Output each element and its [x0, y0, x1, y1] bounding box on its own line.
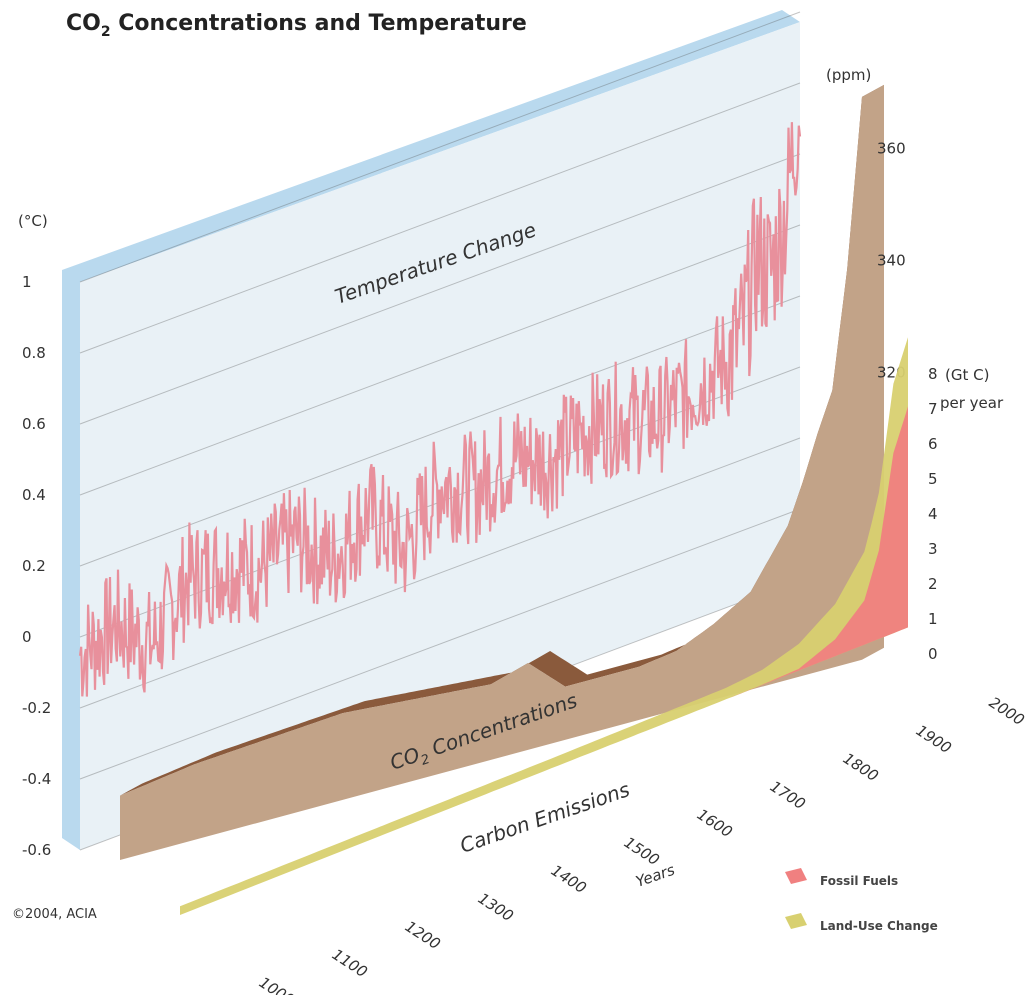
x-tick-label: 2000 [986, 693, 1028, 729]
co2-tick-label: 340 [877, 252, 906, 270]
copyright-credit: ©2004, ACIA [12, 907, 97, 922]
temperature-panel-face [80, 22, 800, 850]
x-tick-label: 1600 [694, 805, 736, 841]
x-tick-label: 1500 [621, 833, 663, 869]
emissions-tick-label: 3 [928, 540, 938, 558]
emissions-tick-label: 6 [928, 435, 938, 453]
temperature-gridline [79, 508, 801, 780]
x-tick-label: 1900 [913, 721, 955, 757]
fossil-fuels-series-area [726, 406, 908, 700]
emissions-tick-label: 8 [928, 365, 938, 383]
temperature-tick-label: 0 [22, 628, 32, 646]
legend-label-fossil-fuels: Fossil Fuels [820, 874, 898, 888]
temperature-series-line [78, 122, 802, 697]
temperature-y-ticks: 1 0.8 0.6 0.4 0.2 0 -0.2 -0.4 -0.6 [22, 273, 51, 859]
temperature-tick-label: 1 [22, 273, 32, 291]
x-axis-label: Years [633, 861, 677, 891]
emissions-tick-label: 1 [928, 610, 938, 628]
x-tick-label: 1000 [256, 973, 298, 995]
temperature-gridline [79, 295, 801, 567]
x-tick-label: 1800 [840, 749, 882, 785]
temperature-gridline [79, 437, 801, 709]
temperature-tick-label: 0.6 [22, 415, 46, 433]
emissions-y-ticks: 8 7 6 5 4 3 2 1 0 [928, 365, 938, 663]
emissions-tick-label: 0 [928, 645, 938, 663]
x-tick-label: 1100 [329, 945, 371, 981]
emissions-tick-label: 2 [928, 575, 938, 593]
emissions-unit2-label: per year [940, 394, 1004, 412]
x-tick-label: 1700 [767, 777, 809, 813]
x-tick-label: 1400 [548, 861, 590, 897]
x-tick-label: 1200 [402, 917, 444, 953]
temperature-tick-label: -0.2 [22, 699, 51, 717]
temperature-panel: Temperature Change [62, 10, 802, 851]
temperature-gridline [79, 82, 801, 354]
temperature-tick-label: 0.8 [22, 344, 46, 362]
co2-series-face [120, 84, 884, 860]
legend-swatch-fossil-fuels [785, 868, 807, 884]
temperature-gridline [79, 153, 801, 425]
emissions-tick-label: 5 [928, 470, 938, 488]
temperature-tick-label: -0.4 [22, 770, 51, 788]
legend-item-land-use-change: Land-Use Change [785, 913, 938, 933]
temperature-gridline [79, 11, 801, 283]
temperature-tick-label: -0.6 [22, 841, 51, 859]
temperature-tick-label: 0.4 [22, 486, 46, 504]
legend-swatch-land-use-change [785, 913, 807, 929]
temperature-gridline [79, 224, 801, 496]
co2-tick-label: 360 [877, 140, 906, 158]
emissions-tick-label: 4 [928, 505, 938, 523]
temperature-tick-label: 0.2 [22, 557, 46, 575]
legend-label-land-use-change: Land-Use Change [820, 919, 938, 933]
x-tick-label: 1300 [475, 889, 517, 925]
co2-unit-label: (ppm) [826, 66, 871, 84]
emissions-tick-label: 7 [928, 400, 938, 418]
temperature-panel-frame [62, 10, 800, 850]
temperature-unit-label: (°C) [18, 212, 48, 230]
legend: Fossil Fuels Land-Use Change [785, 868, 938, 933]
emissions-unit-label: (Gt C) [945, 366, 989, 384]
legend-item-fossil-fuels: Fossil Fuels [785, 868, 898, 888]
chart-title: CO2 Concentrations and Temperature [66, 11, 527, 40]
